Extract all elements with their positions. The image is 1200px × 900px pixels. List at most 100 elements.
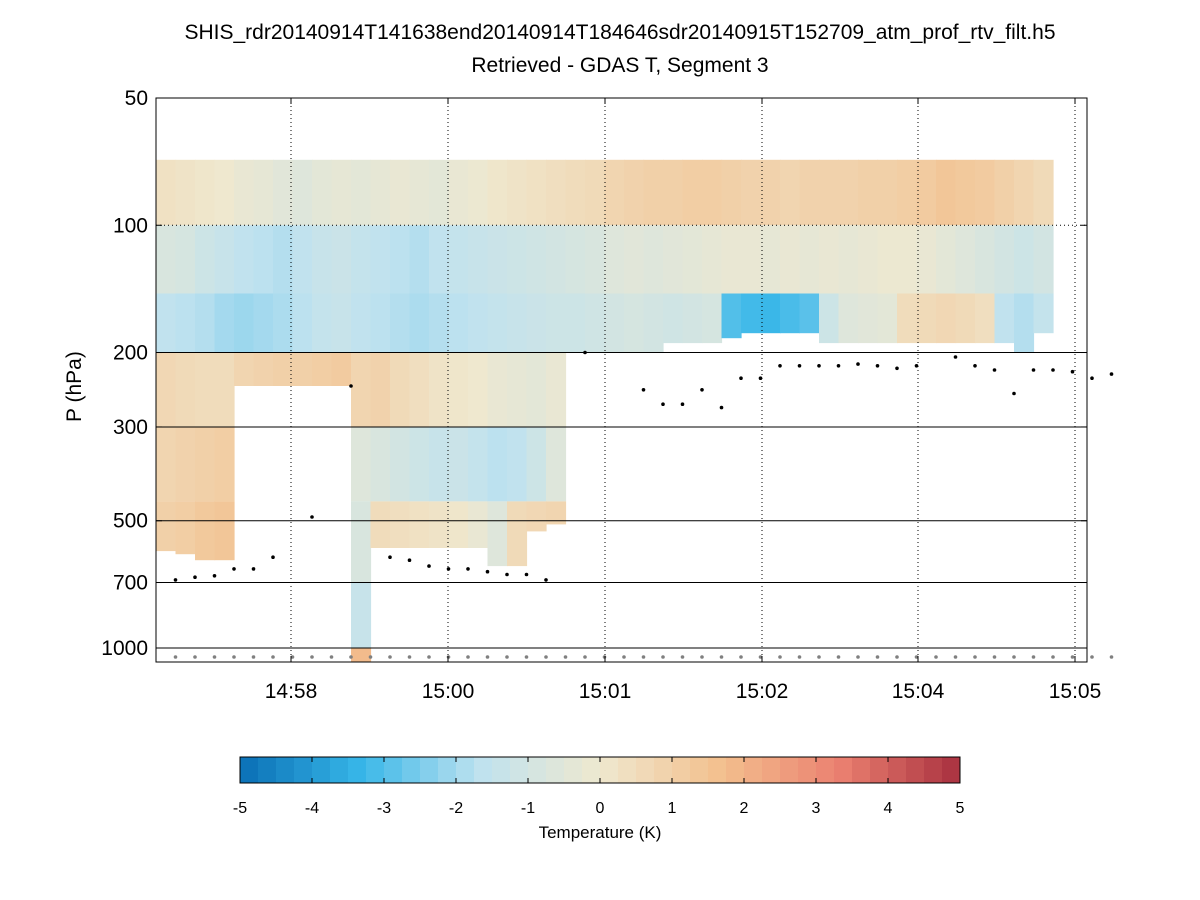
colorbar-tick-label: -1 [521,800,535,817]
heatmap-cell [975,159,996,226]
heatmap-cell [468,501,489,548]
heatmap-cell [448,225,469,294]
surface-marker [290,655,295,659]
heatmap-cell [448,501,469,548]
cloud-top-marker [388,555,392,559]
heatmap-cell [292,159,313,226]
surface-marker [251,655,256,659]
heatmap-cell [175,225,196,294]
heatmap-cell [838,293,859,344]
surface-marker [368,655,373,659]
heatmap-cell [936,159,957,226]
x-tick-label: 15:05 [1049,680,1102,703]
surface-marker [641,655,646,659]
surface-marker [329,655,334,659]
cloud-top-marker [446,567,451,571]
colorbar-tick-label: -5 [233,800,247,817]
heatmap-cell [936,293,957,344]
heatmap-cell [487,159,508,226]
heatmap-cell [741,159,762,226]
x-tick-label: 15:02 [736,680,789,703]
surface-marker [700,655,704,659]
colorbar-tick-label: 0 [596,800,605,817]
cloud-top-marker [953,355,958,359]
heatmap-cell [468,427,489,502]
heatmap-cell [975,225,996,294]
heatmap-cell [858,159,879,226]
heatmap-cell [682,293,703,344]
surface-marker [953,655,958,659]
heatmap-cell [526,293,547,353]
y-tick-label: 200 [113,342,148,365]
heatmap-cell [214,293,235,353]
colorbar-segment [636,757,655,783]
heatmap-cell [682,159,703,226]
heatmap-cell [370,225,391,294]
colorbar-segment [366,757,385,783]
cloud-top-marker [680,402,685,407]
heatmap-cell [292,352,313,386]
cloud-top-marker [836,364,841,368]
heatmap-cell [936,225,957,294]
heatmap-cell [799,293,820,334]
heatmap-cell [858,293,879,344]
heatmap-cell [799,159,820,226]
heatmap-cell [273,159,294,226]
cloud-top-marker [973,364,977,368]
colorbar-segment [240,757,259,783]
colorbar-segment [384,757,403,783]
colorbar-segment [258,757,277,783]
cloud-top-marker [1031,368,1036,372]
heatmap-cell [156,501,177,552]
cloud-top-marker [271,555,275,559]
cloud-top-marker [505,572,509,577]
heatmap-cell [507,159,528,226]
heatmap-cell [994,159,1015,226]
heatmap-cell [331,293,352,353]
heatmap-cell [1033,225,1054,294]
cloud-top-marker [641,388,646,392]
colorbar-segment [582,757,601,783]
heatmap-cell [663,293,684,344]
heatmap-cell [526,225,547,294]
colorbar-segment [618,757,637,783]
heatmap-cell [273,293,294,353]
surface-marker [193,655,197,659]
heatmap-cell [214,225,235,294]
heatmap-cell [370,501,391,548]
surface-marker [1012,655,1016,659]
heatmap-cell [370,352,391,427]
colorbar-segment [528,757,547,783]
colorbar-tick-label: 3 [812,800,821,817]
cloud-top-marker [817,364,821,368]
surface-marker [856,655,860,659]
y-tick-label: 1000 [101,637,148,660]
cloud-top-marker [583,350,587,355]
surface-marker [758,655,763,659]
heatmap-cell [877,225,898,294]
cloud-top-marker [661,402,665,407]
heatmap-cell [195,427,216,502]
surface-marker [836,655,841,659]
colorbar-segment [402,757,421,783]
heatmap-cell [604,293,625,353]
colorbar-segment [546,757,565,783]
colorbar-tick-label: 2 [740,800,749,817]
heatmap-cell [643,225,664,294]
heatmap-cell [409,225,430,294]
heatmap-cell [624,159,645,226]
heatmap-cell [916,293,937,344]
heatmap-cell [994,293,1015,344]
colorbar-segment [672,757,691,783]
cloud-top-marker [544,578,548,582]
heatmap-cell [507,293,528,353]
cloud-top-marker [778,364,782,368]
heatmap-cell [292,225,313,294]
heatmap-cell [526,501,547,532]
heatmap-cell [370,293,391,353]
colorbar: -5 -4 -3 -2 -1 0 1 2 3 4 5 Temperature (K) [233,756,965,842]
cloud-top-marker [193,575,197,579]
heatmap-cell [234,293,255,353]
heatmap-cell [312,352,333,386]
heatmap-cell [312,225,333,294]
